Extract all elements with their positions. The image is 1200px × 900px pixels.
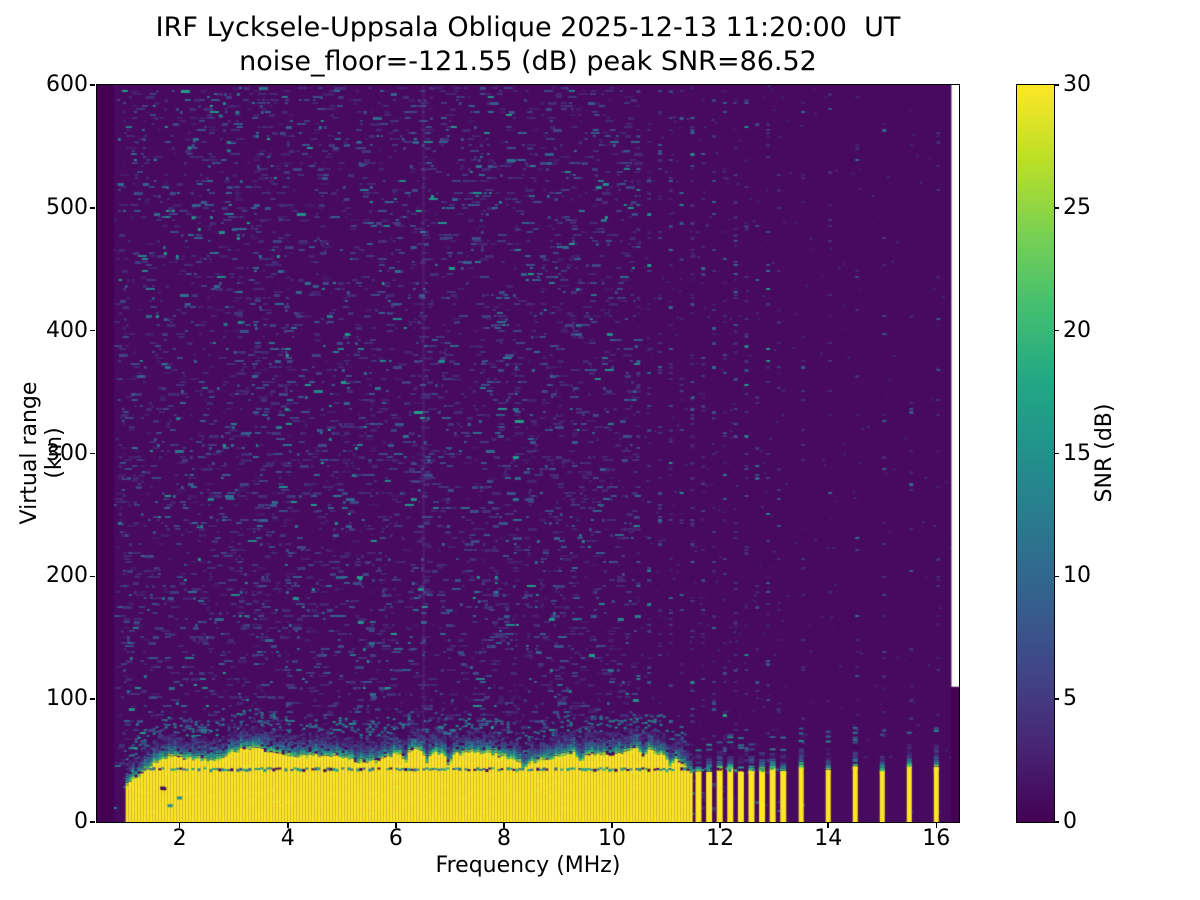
heatmap-canvas: [96, 84, 959, 822]
colorbar-tick-label: 25: [1063, 194, 1091, 220]
y-tick-mark: [90, 575, 95, 578]
x-axis-label: Frequency (MHz): [435, 853, 621, 878]
y-tick-mark: [90, 207, 95, 209]
plot-area: [95, 83, 960, 823]
chart-subtitle: noise_floor=-121.55 (dB) peak SNR=86.52: [239, 46, 817, 77]
colorbar-tick-label: 5: [1063, 686, 1077, 712]
y-tick-mark: [90, 84, 95, 86]
colorbar-tick-mark: [1054, 452, 1059, 455]
x-tick-label: 2: [172, 826, 187, 851]
colorbar-tick-mark: [1054, 575, 1059, 578]
colorbar-tick-mark: [1054, 207, 1059, 209]
x-tick-label: 14: [814, 826, 843, 851]
colorbar-tick-mark: [1054, 84, 1059, 86]
x-tick-mark: [611, 823, 613, 828]
x-tick-label: 10: [598, 826, 627, 851]
x-tick-label: 6: [388, 826, 403, 851]
x-tick-mark: [287, 823, 289, 828]
colorbar-tick-label: 20: [1063, 317, 1091, 343]
y-tick-mark: [90, 821, 95, 823]
x-tick-mark: [178, 823, 181, 828]
chart-title: IRF Lycksele-Uppsala Oblique 2025-12-13 …: [155, 12, 901, 43]
x-tick-mark: [827, 823, 829, 828]
colorbar-tick-label: 15: [1063, 440, 1091, 466]
colorbar-tick-mark: [1054, 329, 1059, 332]
x-tick-mark: [503, 823, 505, 828]
x-tick-mark: [935, 823, 938, 828]
y-tick-label: 400: [46, 317, 88, 343]
colorbar-tick-mark: [1054, 821, 1059, 823]
y-tick-label: 200: [46, 563, 88, 589]
x-tick-mark: [395, 823, 397, 828]
y-tick-label: 0: [74, 809, 88, 834]
colorbar-tick-label: 10: [1063, 563, 1091, 589]
x-tick-label: 12: [706, 826, 735, 851]
x-tick-label: 16: [922, 826, 951, 851]
y-tick-mark: [90, 452, 95, 455]
colorbar-tick-label: 30: [1063, 72, 1091, 97]
y-tick-label: 600: [46, 72, 88, 97]
colorbar-tick-label: 0: [1063, 809, 1077, 834]
y-tick-mark: [90, 329, 95, 332]
y-tick-mark: [90, 698, 95, 700]
x-tick-mark: [719, 823, 721, 828]
x-tick-label: 4: [280, 826, 295, 851]
x-tick-label: 8: [496, 826, 511, 851]
colorbar: [1015, 83, 1055, 823]
colorbar-tick-mark: [1054, 698, 1059, 700]
y-tick-label: 100: [46, 686, 88, 712]
y-tick-label: 300: [46, 440, 88, 466]
y-tick-label: 500: [46, 194, 88, 220]
